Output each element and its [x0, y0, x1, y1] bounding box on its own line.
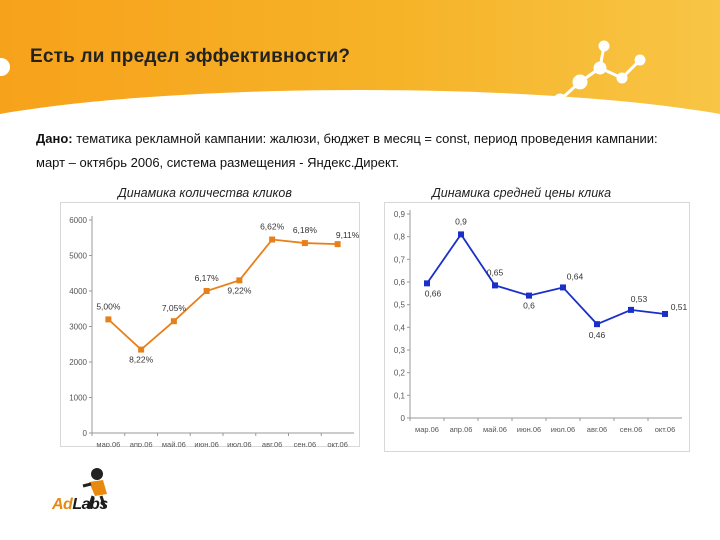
series-line	[107, 238, 338, 351]
data-label: 7,05%	[162, 303, 187, 313]
data-point	[458, 231, 464, 238]
molecule-decoration	[543, 40, 646, 109]
data-label: 0,46	[589, 330, 606, 340]
data-point	[662, 310, 668, 317]
adlabs-logo-text: AdLabs	[52, 496, 108, 514]
data-point	[269, 236, 276, 243]
data-point	[138, 346, 145, 353]
x-tick-label: апр.06	[130, 440, 153, 447]
chart-title-clicks: Динамика количества кликов	[118, 186, 292, 200]
data-label: 6,17%	[195, 273, 220, 283]
data-point	[170, 318, 177, 325]
data-label: 0,65	[487, 267, 504, 277]
y-tick-label: 0,3	[394, 346, 406, 355]
data-point	[526, 292, 532, 299]
x-tick-label: сен.06	[620, 425, 643, 434]
data-point	[334, 241, 341, 248]
data-point	[560, 284, 566, 291]
y-tick-label: 0	[83, 429, 88, 438]
x-tick-label: май.06	[162, 440, 186, 447]
data-point	[628, 306, 634, 313]
data-label: 0,6	[523, 301, 535, 311]
y-tick-label: 0,9	[394, 210, 406, 219]
data-label: 6,18%	[293, 225, 318, 235]
x-tick-label: июл.06	[551, 425, 575, 434]
data-label: 5,00%	[96, 301, 121, 311]
y-tick-label: 5000	[69, 252, 87, 261]
x-tick-label: окт.06	[655, 425, 676, 434]
y-tick-label: 0,7	[394, 255, 406, 264]
x-tick-label: июл.06	[227, 440, 251, 447]
data-point	[594, 321, 600, 328]
y-tick-label: 0,4	[394, 323, 406, 332]
x-tick-label: май.06	[483, 425, 507, 434]
y-tick-label: 3000	[69, 323, 87, 332]
price-chart-svg: 0,9 0,8 0,7 0,6 0,5 0,4 0,3 0,2 0,1 0 мар.06 апр.06…	[384, 202, 690, 452]
header-banner: Есть ли предел эффективности?	[0, 0, 720, 118]
clicks-chart-svg: 6000 5000 4000 3000 2000 1000 0 мар.06 апр.06 май…	[60, 202, 360, 449]
chart-frame	[384, 202, 690, 452]
data-label: 0,9	[455, 216, 467, 226]
data-point	[105, 316, 112, 323]
x-tick-label: июн.06	[194, 440, 218, 447]
chart-frame	[60, 202, 360, 447]
y-tick-label: 0,1	[394, 391, 406, 400]
data-label: 0,51	[671, 302, 688, 312]
x-tick-label: апр.06	[450, 425, 473, 434]
x-tick-label: авг.06	[587, 425, 607, 434]
data-label: 8,22%	[129, 355, 154, 365]
logo-labs: Labs	[72, 496, 108, 513]
decor-dot	[0, 58, 10, 76]
x-tick-label: июн.06	[517, 425, 541, 434]
logo-ad: Ad	[52, 496, 73, 513]
y-tick-label: 0,2	[394, 369, 406, 378]
description: Дано: тематика рекламной кампании: жалюз…	[36, 127, 686, 175]
x-tick-label: мар.06	[415, 425, 439, 434]
data-label: 0,53	[631, 294, 648, 304]
x-tick-label: сен.06	[294, 440, 317, 447]
data-point	[301, 240, 308, 247]
data-point	[492, 282, 498, 289]
chart-title-price: Динамика средней цены клика	[432, 186, 612, 200]
x-tick-label: мар.06	[96, 440, 120, 447]
y-tick-label: 1000	[69, 394, 87, 403]
y-tick-label: 0,6	[394, 278, 406, 287]
data-label: 9,22%	[227, 285, 252, 295]
data-label: 9,11%	[336, 230, 360, 240]
y-tick-label: 0	[401, 414, 406, 423]
y-tick-label: 4000	[69, 287, 87, 296]
price-chart: 0,9 0,8 0,7 0,6 0,5 0,4 0,3 0,2 0,1 0 мар.06 апр.06…	[384, 202, 690, 457]
data-label: 6,62%	[260, 222, 285, 232]
description-label: Дано:	[36, 131, 73, 146]
y-tick-label: 0,5	[394, 301, 406, 310]
data-point	[236, 277, 243, 284]
y-tick-label: 6000	[69, 216, 87, 225]
y-tick-label: 2000	[69, 358, 87, 367]
page-title: Есть ли предел эффективности?	[30, 46, 351, 67]
series-line	[426, 232, 666, 326]
data-point	[203, 288, 210, 294]
y-tick-label: 0,8	[394, 233, 406, 242]
clicks-chart: 6000 5000 4000 3000 2000 1000 0 мар.06 апр.06 май…	[60, 202, 360, 452]
data-label: 0,66	[425, 288, 442, 298]
x-tick-label: авг.06	[262, 440, 282, 447]
adlabs-logo-graphic	[82, 468, 107, 509]
description-text: тематика рекламной кампании: жалюзи, бюд…	[36, 131, 658, 170]
data-label: 0,64	[567, 271, 584, 281]
data-point	[424, 280, 430, 287]
x-tick-label: окт.06	[327, 440, 348, 447]
